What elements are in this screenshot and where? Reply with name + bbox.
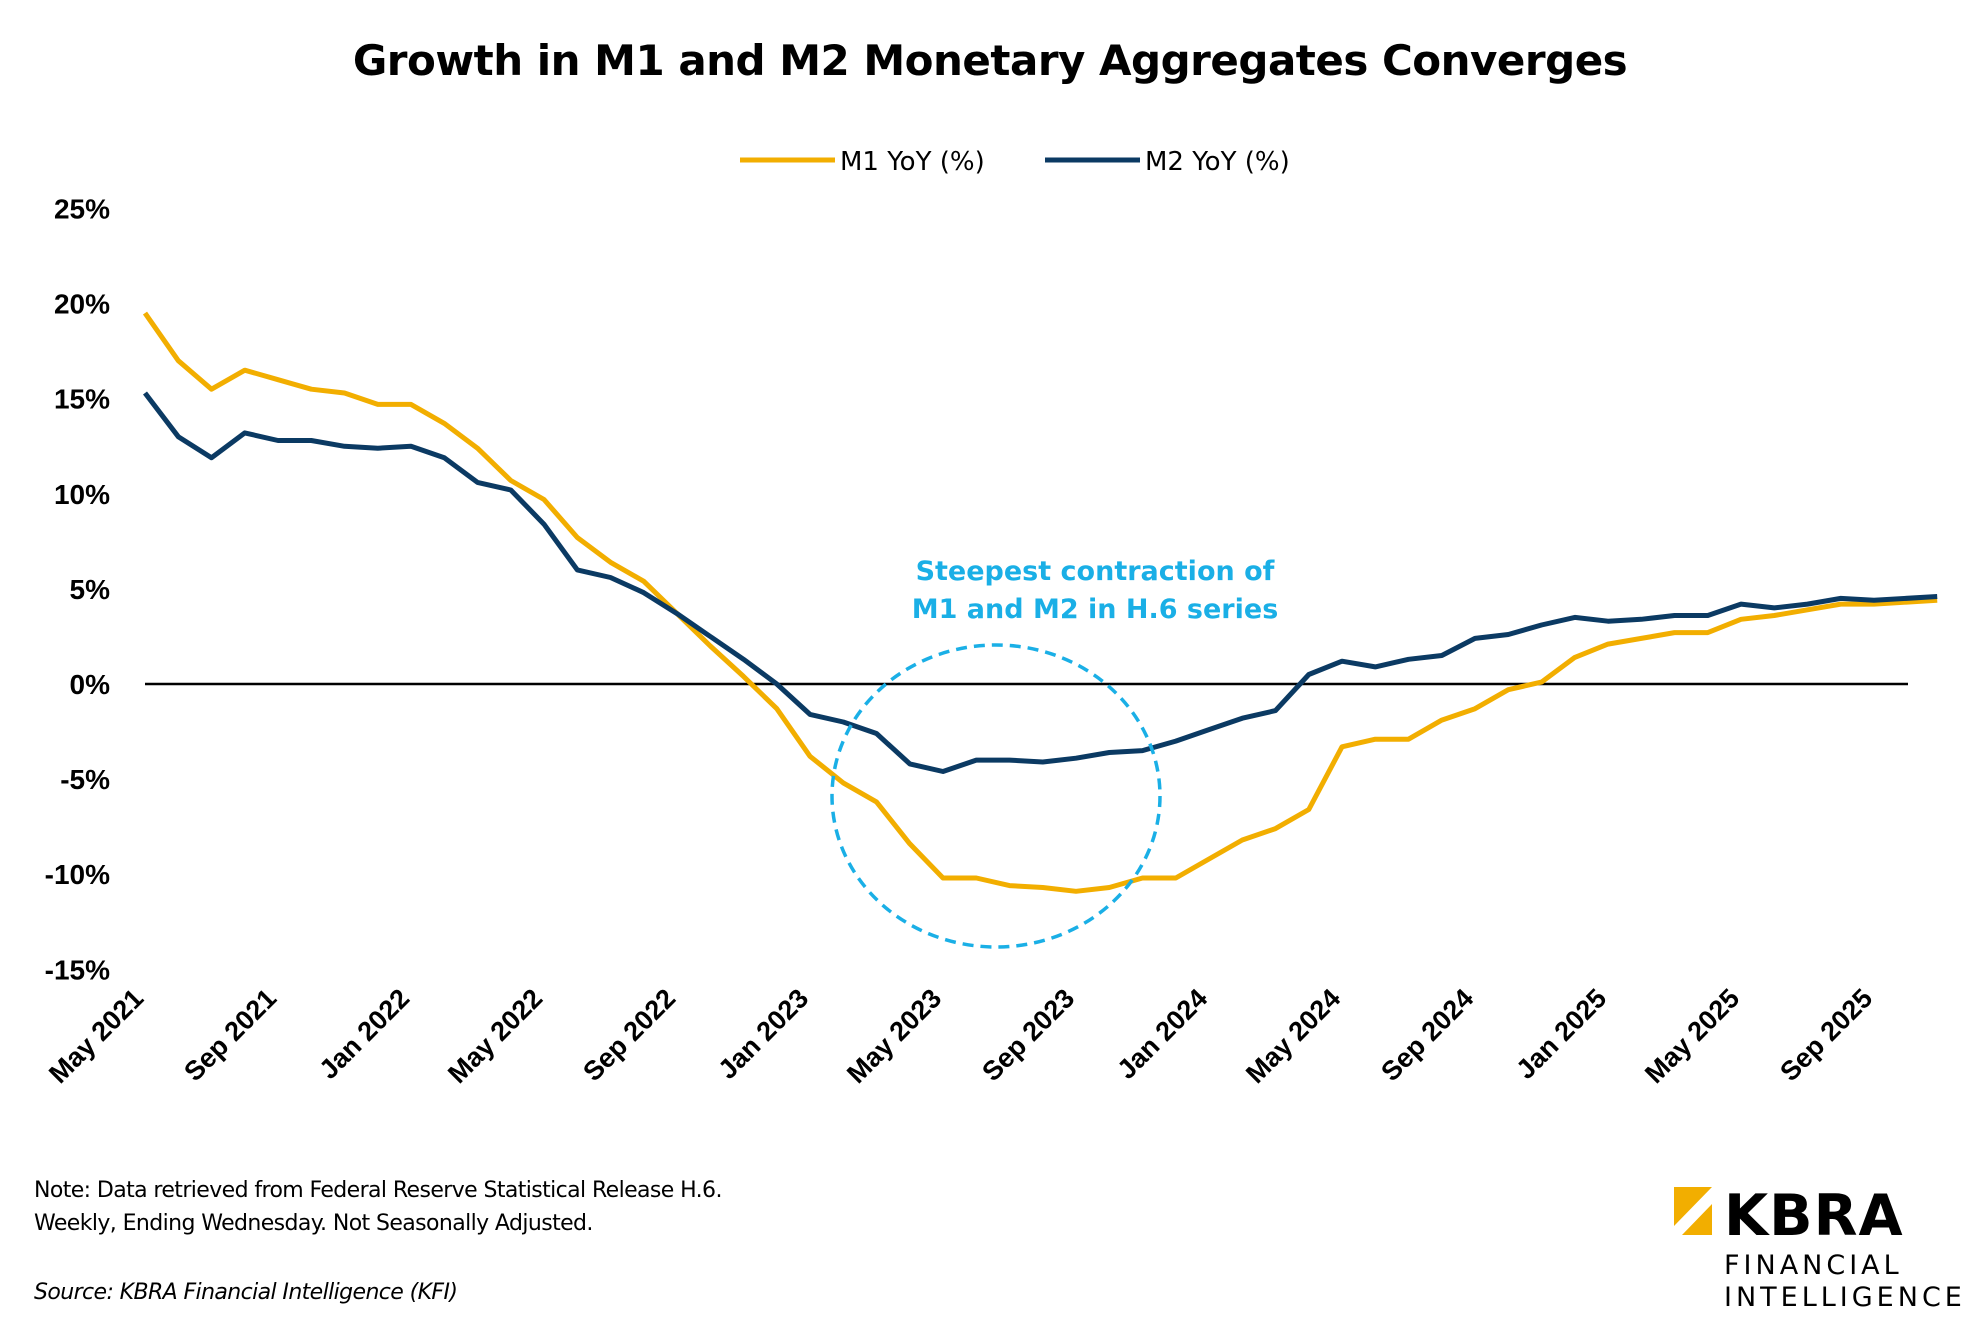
annotation-line-2: M1 and M2 in H.6 series (912, 594, 1279, 625)
y-tick-label: 0% (70, 669, 111, 700)
source-text: Source: KBRA Financial Intelligence (KFI… (34, 1280, 458, 1305)
x-tick-label: May 2025 (1639, 983, 1745, 1089)
series-line-m1 (142, 311, 1938, 894)
series-lines (142, 311, 1938, 894)
legend-label: M1 YoY (%) (840, 147, 985, 177)
x-tick-label: Jan 2023 (712, 983, 814, 1085)
x-tick-label: Sep 2025 (1774, 983, 1878, 1087)
x-tick-label: May 2023 (841, 983, 947, 1089)
y-tick-label: 10% (54, 479, 110, 510)
legend: M1 YoY (%) M2 YoY (%) (740, 147, 1290, 177)
x-tick-label: Sep 2021 (178, 983, 282, 1087)
x-tick-label: May 2021 (43, 983, 149, 1089)
svg-text:INTELLIGENCE: INTELLIGENCE (1724, 1282, 1966, 1312)
line-chart: M1 YoY (%) M2 YoY (%) 25% 20% 15% 10% 5% 0% -5%… (43, 147, 1938, 1089)
y-tick-label: -10% (45, 859, 110, 890)
svg-text:KBRA: KBRA (1724, 1183, 1904, 1249)
y-tick-label: -5% (60, 764, 110, 795)
y-tick-label: 5% (70, 574, 111, 605)
x-tick-label: Jan 2025 (1510, 983, 1612, 1085)
y-tick-label: -15% (45, 954, 110, 985)
annotation-line-1: Steepest contraction of (916, 556, 1275, 587)
logo-mark-top (1674, 1187, 1712, 1226)
x-tick-label: Sep 2023 (976, 983, 1080, 1087)
kbra-logo: KBRA FINANCIAL INTELLIGENCE (1672, 1182, 1972, 1312)
logo-mark-bottom (1682, 1204, 1712, 1235)
y-tick-label: 25% (54, 194, 110, 225)
svg-text:FINANCIAL: FINANCIAL (1724, 1250, 1903, 1281)
x-tick-label: Sep 2024 (1375, 983, 1479, 1087)
highlight-circle (830, 643, 1162, 949)
x-axis: May 2021 Sep 2021 Jan 2022 May 2022 Sep 2022… (43, 983, 1878, 1089)
y-axis: 25% 20% 15% 10% 5% 0% -5% -10% -15% (45, 194, 110, 986)
note-line-2: Weekly, Ending Wednesday. Not Seasonally… (34, 1211, 593, 1236)
legend-label: M2 YoY (%) (1145, 147, 1290, 177)
y-tick-label: 15% (54, 384, 110, 415)
note-line-1: Note: Data retrieved from Federal Reserv… (34, 1178, 722, 1203)
series-line-m2 (143, 391, 1938, 774)
x-tick-label: Sep 2022 (577, 983, 681, 1087)
x-tick-label: May 2024 (1240, 983, 1346, 1089)
y-tick-label: 20% (54, 289, 110, 320)
x-tick-label: Jan 2022 (313, 983, 415, 1085)
x-tick-label: May 2022 (442, 983, 548, 1089)
x-tick-label: Jan 2024 (1111, 983, 1213, 1085)
chart-title: Growth in M1 and M2 Monetary Aggregates … (352, 36, 1628, 85)
